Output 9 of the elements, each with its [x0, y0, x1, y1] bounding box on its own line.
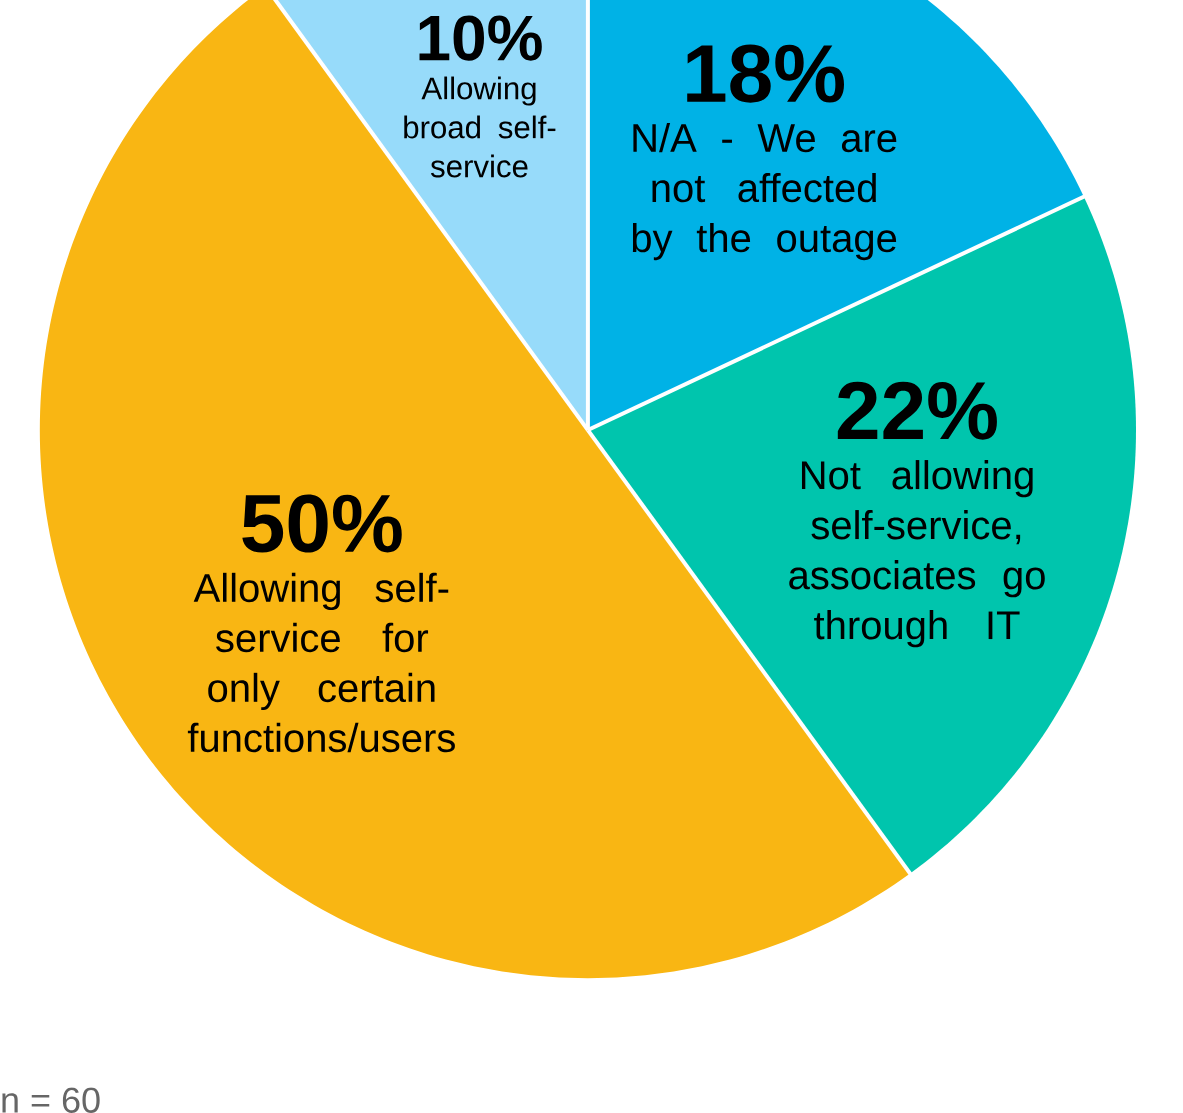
slice-label: Allowing broad self-service	[404, 76, 556, 178]
slice-label: N/A - We are not affected by the outage	[632, 122, 897, 261]
data-label: 18%	[687, 44, 844, 103]
slice-label: Not allowing self-service, associates go through IT	[789, 460, 1045, 648]
data-label: 10%	[419, 15, 542, 61]
data-label: 50%	[242, 494, 402, 553]
text: n = 60	[2, 1087, 100, 1113]
data-label: 22%	[837, 381, 997, 440]
slice-label: Allowing self-service for only certain functions/users	[187, 572, 455, 753]
